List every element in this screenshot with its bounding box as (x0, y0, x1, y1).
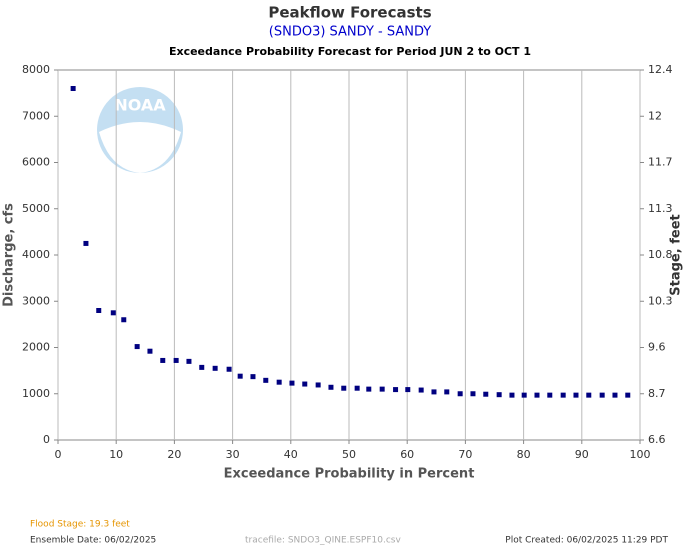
point (250, 374, 256, 380)
x-tick-label: 0 (55, 448, 62, 461)
ensemble-date: Ensemble Date: 06/02/2025 (30, 536, 156, 546)
point (444, 389, 450, 395)
point (186, 358, 192, 364)
point (315, 382, 321, 388)
point (70, 86, 76, 91)
y2-tick-label: 10.3 (648, 294, 673, 307)
point (341, 385, 347, 391)
point (599, 392, 605, 398)
point (379, 386, 385, 392)
y-axis-title: Discharge, cfs (2, 203, 17, 307)
point (393, 387, 399, 393)
point (276, 379, 282, 385)
period-label: Exceedance Probability Forecast for Peri… (169, 45, 531, 58)
point (366, 386, 372, 392)
point (547, 392, 553, 398)
y2-tick-label: 11.7 (648, 156, 673, 169)
tracefile: tracefile: SNDO3_QINE.ESPF10.csv (245, 536, 401, 546)
point (470, 391, 476, 397)
y2-tick-label: 12 (648, 109, 662, 122)
x-tick-label: 20 (167, 448, 181, 461)
point (534, 392, 540, 398)
y2-axis-title: Stage, feet (669, 214, 684, 295)
x-tick-label: 40 (284, 448, 298, 461)
point (586, 392, 592, 398)
y2-tick-label: 12.4 (648, 63, 673, 76)
x-tick-label: 50 (342, 448, 356, 461)
y-tick-label: 7000 (22, 109, 50, 122)
x-tick-label: 30 (226, 448, 240, 461)
point (134, 344, 140, 350)
logo-text: NOAA (114, 96, 166, 115)
point (289, 380, 295, 386)
x-axis-title: Exceedance Probability in Percent (224, 467, 475, 482)
point (612, 392, 618, 398)
point (405, 387, 411, 393)
point (457, 391, 463, 397)
logo-bird (99, 122, 181, 173)
y-tick-label: 8000 (22, 63, 50, 76)
point (354, 385, 360, 391)
flood-stage: Flood Stage: 19.3 feet (30, 520, 130, 530)
y-tick-label: 4000 (22, 248, 50, 261)
x-tick-label: 80 (517, 448, 531, 461)
x-tick-label: 60 (400, 448, 414, 461)
y-tick-label: 1000 (22, 387, 50, 400)
y2-tick-label: 9.6 (648, 341, 666, 354)
point (160, 357, 166, 363)
logo-circle (97, 87, 183, 173)
y-tick-label: 0 (43, 433, 50, 446)
point (496, 392, 502, 398)
y-tick-label: 6000 (22, 156, 50, 169)
point (226, 366, 232, 372)
point (483, 391, 489, 397)
point (521, 392, 527, 398)
noaa-logo: NOAA (97, 87, 183, 173)
x-tick-label: 100 (630, 448, 651, 461)
plot-created: Plot Created: 06/02/2025 11:29 PDT (505, 536, 668, 546)
y2-tick-label: 8.7 (648, 387, 666, 400)
y2-tick-label: 10.8 (648, 248, 673, 261)
chart-title: Peakflow Forecasts (268, 4, 431, 22)
point (237, 373, 243, 379)
point (212, 365, 218, 371)
point (431, 389, 437, 395)
point (147, 348, 153, 354)
point (263, 377, 269, 383)
point (302, 381, 308, 387)
x-tick-label: 90 (575, 448, 589, 461)
y-tick-label: 5000 (22, 202, 50, 215)
y-tick-label: 3000 (22, 294, 50, 307)
chart-subtitle: (SNDO3) SANDY - SANDY (269, 25, 431, 40)
point (199, 364, 205, 370)
point (173, 357, 179, 363)
point (328, 384, 334, 390)
point (560, 392, 566, 398)
point (121, 317, 127, 323)
x-tick-label: 70 (458, 448, 472, 461)
y2-tick-label: 6.6 (648, 433, 666, 446)
point (83, 240, 89, 246)
y-tick-label: 2000 (22, 341, 50, 354)
point (573, 392, 579, 398)
point (418, 387, 424, 393)
point (96, 308, 102, 313)
point (110, 310, 116, 316)
point (509, 392, 515, 398)
y2-tick-label: 11.3 (648, 202, 673, 215)
point (625, 392, 631, 398)
x-tick-label: 10 (109, 448, 123, 461)
